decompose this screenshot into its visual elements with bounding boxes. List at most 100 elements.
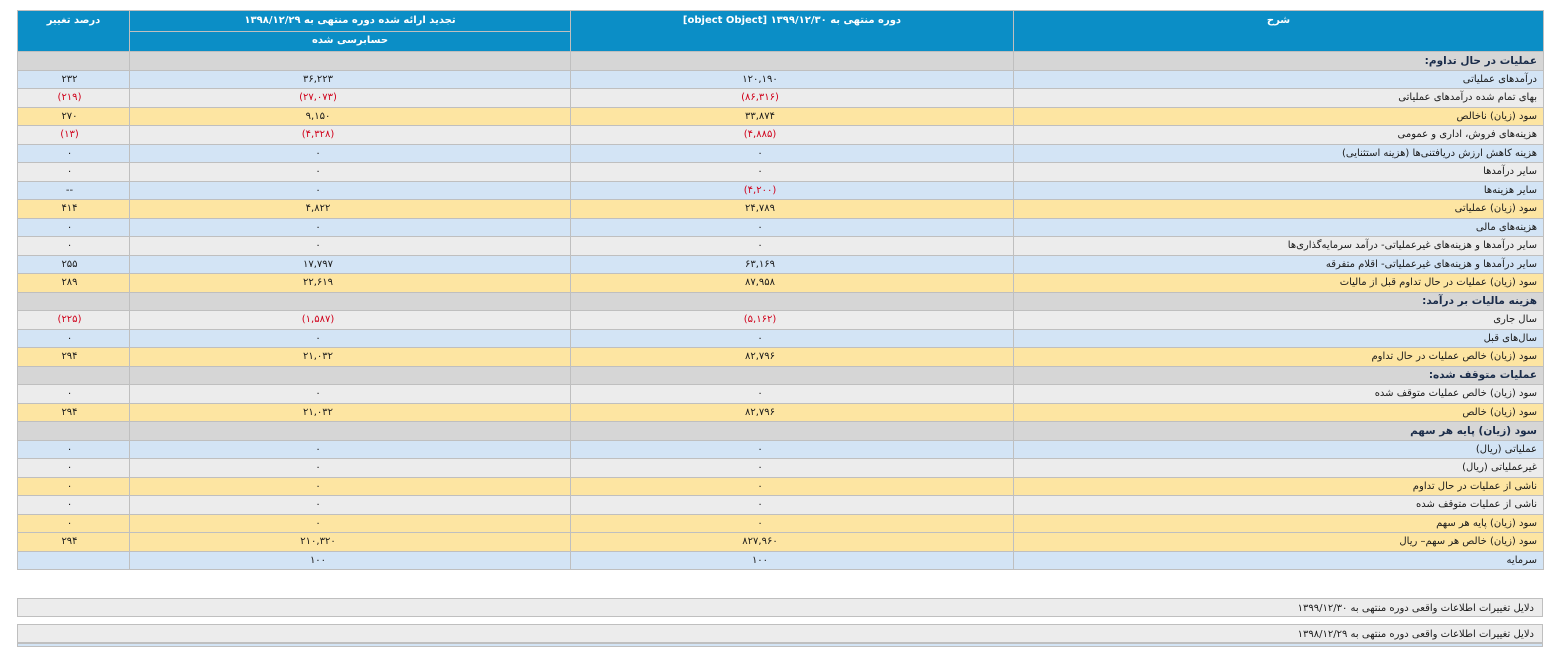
current-value: ۰ [757, 499, 763, 511]
table-row: سود (زیان) عملیات در حال تداوم قبل از ما… [17, 273, 1544, 293]
change-percent: ۰ [66, 517, 73, 529]
change-percent-cell: ۰ [17, 236, 130, 256]
income-statement-table: شرح دوره منتهی به ۱۳۹۹/۱۲/۳۰ [object Obj… [17, 10, 1544, 570]
empty-cell [17, 421, 130, 441]
change-percent: ۴۱۴ [61, 203, 78, 215]
row-description: سایر درآمدها [1013, 162, 1544, 182]
change-percent: ۰ [66, 147, 73, 159]
current-value-cell: ۰ [570, 439, 1014, 459]
current-value-cell: ۰ [570, 162, 1014, 182]
section-title: عملیات متوقف شده: [1013, 365, 1544, 385]
restated-value-cell: ۰ [129, 495, 571, 515]
restated-value-cell: ۰ [129, 476, 571, 496]
change-percent-cell: ۰ [17, 143, 130, 163]
current-value-cell: ۰ [570, 217, 1014, 237]
restated-value: ۲۱۰,۳۲۰ [300, 536, 336, 548]
current-value: ۸۲,۷۹۶ [744, 406, 776, 418]
table-row: هزینه‌های مالی ۰ ۰ ۰ [17, 217, 1544, 237]
change-percent: ۲۳۲ [61, 73, 78, 85]
restated-value: ۰ [315, 517, 321, 529]
table-row: سایر درآمدها و هزینه‌های غیرعملیاتی- درآ… [17, 236, 1544, 256]
row-description: سود (زیان) خالص عملیات متوقف شده [1013, 384, 1544, 404]
current-value: ۸۲۷,۹۶۰ [742, 536, 778, 548]
current-value: (۵,۱۶۲) [743, 314, 777, 326]
restated-value: ۰ [315, 388, 321, 400]
empty-cell [17, 365, 130, 385]
restated-value: ۰ [315, 332, 321, 344]
empty-cell [129, 291, 571, 311]
change-percent-cell: ۲۳۲ [17, 69, 130, 89]
row-description: سود (زیان) پایه هر سهم [1013, 513, 1544, 533]
header-subrow: حسابرسی شده [18, 30, 1544, 52]
table-row: عملیاتی (ریال) ۰ ۰ ۰ [17, 439, 1544, 459]
restated-value: ۰ [315, 166, 321, 178]
current-value-cell: ۰ [570, 458, 1014, 478]
table-row: سود (زیان) خالص ۸۲,۷۹۶ ۲۱,۰۳۲ ۲۹۴ [17, 402, 1544, 422]
current-value-cell: ۰ [570, 513, 1014, 533]
current-value-cell: ۸۲,۷۹۶ [570, 347, 1014, 367]
header-change-percent: درصد تغییر [17, 10, 130, 52]
change-percent: ۲۹۴ [61, 536, 78, 548]
row-description: عملیاتی (ریال) [1013, 439, 1544, 459]
section-header-row: عملیات متوقف شده: [17, 365, 1544, 385]
row-description: سود (زیان) عملیاتی [1013, 199, 1544, 219]
restated-value: (۲۷,۰۷۳) [299, 92, 337, 104]
current-value: ۳۳,۸۷۴ [744, 110, 776, 122]
change-percent-cell: ۰ [17, 384, 130, 404]
restated-value-cell: ۱۰۰ [129, 550, 571, 570]
current-value-cell: ۱۲۰,۱۹۰ [570, 69, 1014, 89]
note-prior-period-changes: دلایل تغییرات اطلاعات واقعی دوره منتهی ب… [17, 624, 1543, 643]
change-percent: ۰ [66, 240, 73, 252]
change-percent: ۰ [66, 480, 73, 492]
notes-divider [17, 643, 1543, 647]
change-percent: (۲۲۵) [57, 314, 82, 326]
change-percent-cell: ۰ [17, 458, 130, 478]
current-value: ۰ [757, 332, 763, 344]
table-row: هزینه کاهش ارزش دریافتنی‌ها (هزینه استثن… [17, 143, 1544, 163]
header-description: شرح [1013, 10, 1544, 52]
restated-value: ۰ [315, 147, 321, 159]
table-row: سود (زیان) خالص عملیات در حال تداوم ۸۲,۷۹… [17, 347, 1544, 367]
table-row: سایر درآمدها و هزینه‌های غیرعملیاتی- اقل… [17, 254, 1544, 274]
change-percent: ۲۹۴ [61, 406, 78, 418]
current-value: ۰ [757, 388, 763, 400]
current-value-cell: ۰ [570, 328, 1014, 348]
current-value-cell: (۴,۸۸۵) [570, 125, 1014, 145]
current-value-cell: ۶۳,۱۶۹ [570, 254, 1014, 274]
change-percent-cell: ۰ [17, 439, 130, 459]
table-row: سایر درآمدها ۰ ۰ ۰ [17, 162, 1544, 182]
row-description: سال‌های قبل [1013, 328, 1544, 348]
empty-cell [129, 51, 571, 71]
change-percent: -- [65, 184, 74, 196]
current-value: ۰ [757, 240, 763, 252]
current-value-cell: (۵,۱۶۲) [570, 310, 1014, 330]
table-row: غیرعملیاتی (ریال) ۰ ۰ ۰ [17, 458, 1544, 478]
current-value: (۴,۲۰۰) [743, 184, 777, 196]
current-value: ۰ [757, 517, 763, 529]
restated-value-cell: ۲۱,۰۳۲ [129, 402, 571, 422]
restated-value-cell: ۲۱۰,۳۲۰ [129, 532, 571, 552]
change-percent-cell: (۲۱۹) [17, 88, 130, 108]
current-value: ۱۰۰ [751, 554, 769, 566]
restated-value-cell: ۰ [129, 236, 571, 256]
current-value: ۸۷,۹۵۸ [744, 277, 776, 289]
change-percent-cell: (۱۳) [17, 125, 130, 145]
change-percent: ۲۸۹ [61, 277, 78, 289]
current-value: (۴,۸۸۵) [743, 129, 777, 141]
table-row: هزینه‌های فروش، اداری و عمومی (۴,۸۸۵) (۴,۳… [17, 125, 1544, 145]
change-percent-cell: ۰ [17, 495, 130, 515]
section-title: سود (زیان) پایه هر سهم [1013, 421, 1544, 441]
row-description: سود (زیان) خالص هر سهم– ریال [1013, 532, 1544, 552]
empty-cell [129, 365, 571, 385]
current-value: ۰ [757, 462, 763, 474]
row-description: سود (زیان) خالص [1013, 402, 1544, 422]
row-description: ناشی از عملیات متوقف شده [1013, 495, 1544, 515]
change-percent-cell: ۴۱۴ [17, 199, 130, 219]
change-percent-cell: ۲۹۴ [17, 347, 130, 367]
table-row: سود (زیان) پایه هر سهم ۰ ۰ ۰ [17, 513, 1544, 533]
table-row: سایر هزینه‌ها (۴,۲۰۰) ۰ -- [17, 180, 1544, 200]
restated-value: ۹,۱۵۰ [305, 110, 331, 122]
restated-value-cell: ۲۲,۶۱۹ [129, 273, 571, 293]
change-percent-cell: ۲۵۵ [17, 254, 130, 274]
current-value: ۸۲,۷۹۶ [744, 351, 776, 363]
